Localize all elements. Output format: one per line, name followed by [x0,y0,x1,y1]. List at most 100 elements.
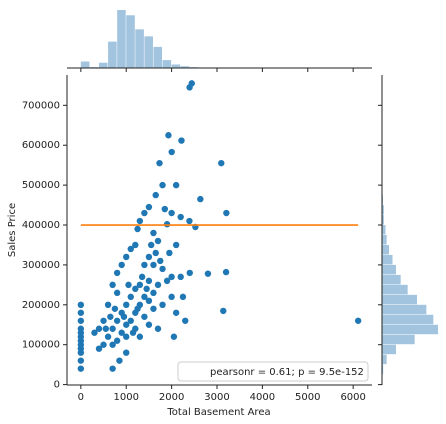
point [186,217,193,225]
hist-bar [382,205,384,215]
point [220,307,227,315]
hist-bar [135,29,144,68]
y-tick-label: 700000 [22,100,60,111]
point [95,345,103,352]
point [104,333,112,340]
point [123,253,130,261]
y-tick-label: 200000 [22,300,60,311]
point [113,337,121,344]
x-tick-label: 2000 [159,392,184,403]
point [141,209,148,217]
point [145,277,153,285]
point [134,305,141,312]
point [168,148,175,156]
point [125,281,132,289]
point [354,317,362,324]
point [172,241,180,249]
hist-bar [171,64,181,68]
point [100,341,107,348]
hist-bar [382,344,396,355]
point [120,313,128,320]
point [222,268,230,276]
point [172,181,180,189]
point [159,181,166,189]
point [141,293,148,301]
point [179,293,187,301]
point [118,261,125,269]
x-tick-label: 3000 [204,392,229,403]
hist-bar [382,334,415,345]
point [123,301,130,309]
point [77,349,85,356]
point [154,237,162,245]
point [152,249,159,257]
x-tick-label: 1000 [114,392,139,403]
hist-bar [80,61,90,68]
point [100,317,107,324]
point [177,273,184,281]
hist-bar [382,274,401,285]
point [132,285,139,293]
point [186,269,193,277]
x-tick-label: 6000 [340,392,365,403]
point [111,305,119,312]
point [159,301,166,309]
point [129,329,137,336]
point [141,261,148,269]
point [91,329,98,336]
point [109,325,116,332]
point [152,191,159,199]
point [118,329,125,336]
hist-bar [108,41,117,68]
point [134,225,141,233]
point [168,293,175,301]
hist-bar [382,294,417,305]
x-tick-label: 5000 [295,392,320,403]
point [123,321,130,328]
point [77,309,85,316]
point [197,195,204,203]
point [177,213,184,221]
point [132,241,139,249]
point [150,229,157,237]
point [163,277,171,285]
x-axis-label: Total Basement Area [166,407,270,418]
point [218,159,225,167]
point [166,249,173,257]
point [113,289,121,297]
hist-bar [162,60,172,68]
point [145,253,153,261]
point [150,289,157,297]
hist-bar [382,215,384,225]
point [223,209,230,217]
hist-bar [382,354,387,365]
point [154,325,162,332]
point [172,309,180,316]
point [123,333,130,340]
point [145,203,153,211]
point [157,257,164,265]
hist-bar [126,15,135,68]
point [127,293,134,301]
point [168,209,175,217]
hist-bar [382,254,393,265]
x-tick-label: 0 [78,392,84,403]
point [77,365,85,372]
hist-bar [382,314,434,325]
point [109,281,116,289]
point [150,261,157,269]
point [156,159,163,167]
point [107,313,114,320]
point [168,273,175,281]
point [127,317,134,324]
point [109,341,116,348]
legend-box [177,361,369,382]
x-tick-label: 4000 [250,392,275,403]
legend-text: pearsonr = 0.61; p = 9.5e-152 [210,367,364,378]
point [178,137,185,144]
point [147,241,155,249]
point [161,205,169,213]
hist-bar [382,364,384,375]
point [141,313,148,320]
